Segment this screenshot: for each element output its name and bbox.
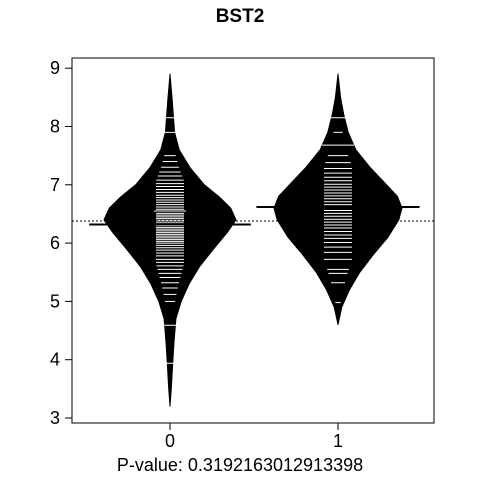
y-tick-label: 4	[50, 350, 60, 370]
y-tick-label: 6	[50, 233, 60, 253]
x-tick-label: 0	[165, 431, 175, 451]
bean-1	[273, 73, 403, 326]
y-tick-label: 3	[50, 408, 60, 428]
y-tick-label: 5	[50, 291, 60, 311]
y-tick-label: 9	[50, 58, 60, 78]
beans-layer	[89, 73, 420, 407]
y-tick-label: 7	[50, 175, 60, 195]
chart-title: BST2	[215, 6, 265, 27]
y-axis: 3 4 5 6 7 8 9	[50, 58, 73, 428]
x-axis-label: P-value: 0.3192163012913398	[116, 455, 364, 475]
x-tick-label: 1	[333, 431, 343, 451]
bean-0	[103, 73, 237, 407]
y-tick-label: 8	[50, 117, 60, 137]
